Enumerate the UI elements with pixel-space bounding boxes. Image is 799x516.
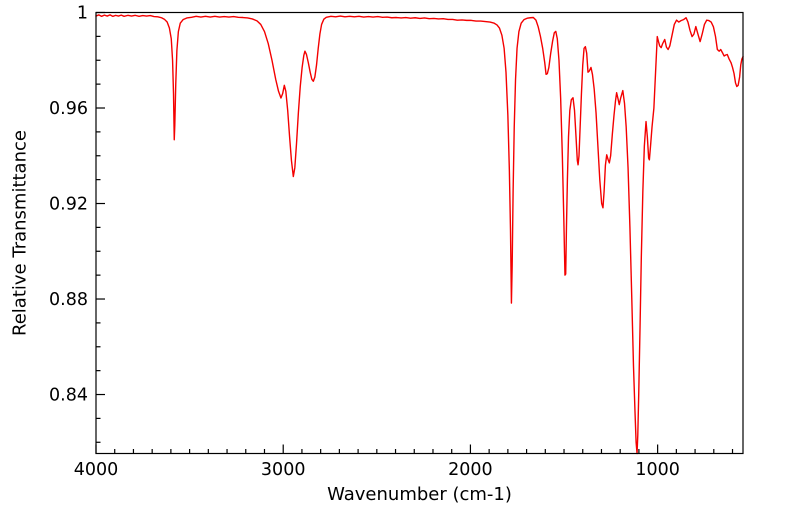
x-tick-label: 2000 xyxy=(448,460,493,480)
y-axis-title: Relative Transmittance xyxy=(9,130,31,336)
x-tick-label: 4000 xyxy=(74,460,119,480)
spectrum-curve xyxy=(95,14,744,455)
y-tick-label: 0.88 xyxy=(49,290,88,310)
x-tick-label: 1000 xyxy=(635,460,680,480)
spectrum-curve-layer xyxy=(95,14,744,455)
x-tick-label: 3000 xyxy=(261,460,306,480)
y-tick-label: 1 xyxy=(77,4,88,24)
axis-tick-labels: 4000 3000 2000 1000 1 0.96 0.92 0.88 0.84 xyxy=(49,4,680,481)
plot-frame xyxy=(95,11,744,455)
y-tick-label: 0.92 xyxy=(49,195,88,215)
x-axis-title: Wavenumber (cm-1) xyxy=(327,484,512,505)
y-tick-label: 0.96 xyxy=(49,99,88,119)
y-tick-label: 0.84 xyxy=(49,386,88,406)
axis-ticks xyxy=(95,11,734,454)
